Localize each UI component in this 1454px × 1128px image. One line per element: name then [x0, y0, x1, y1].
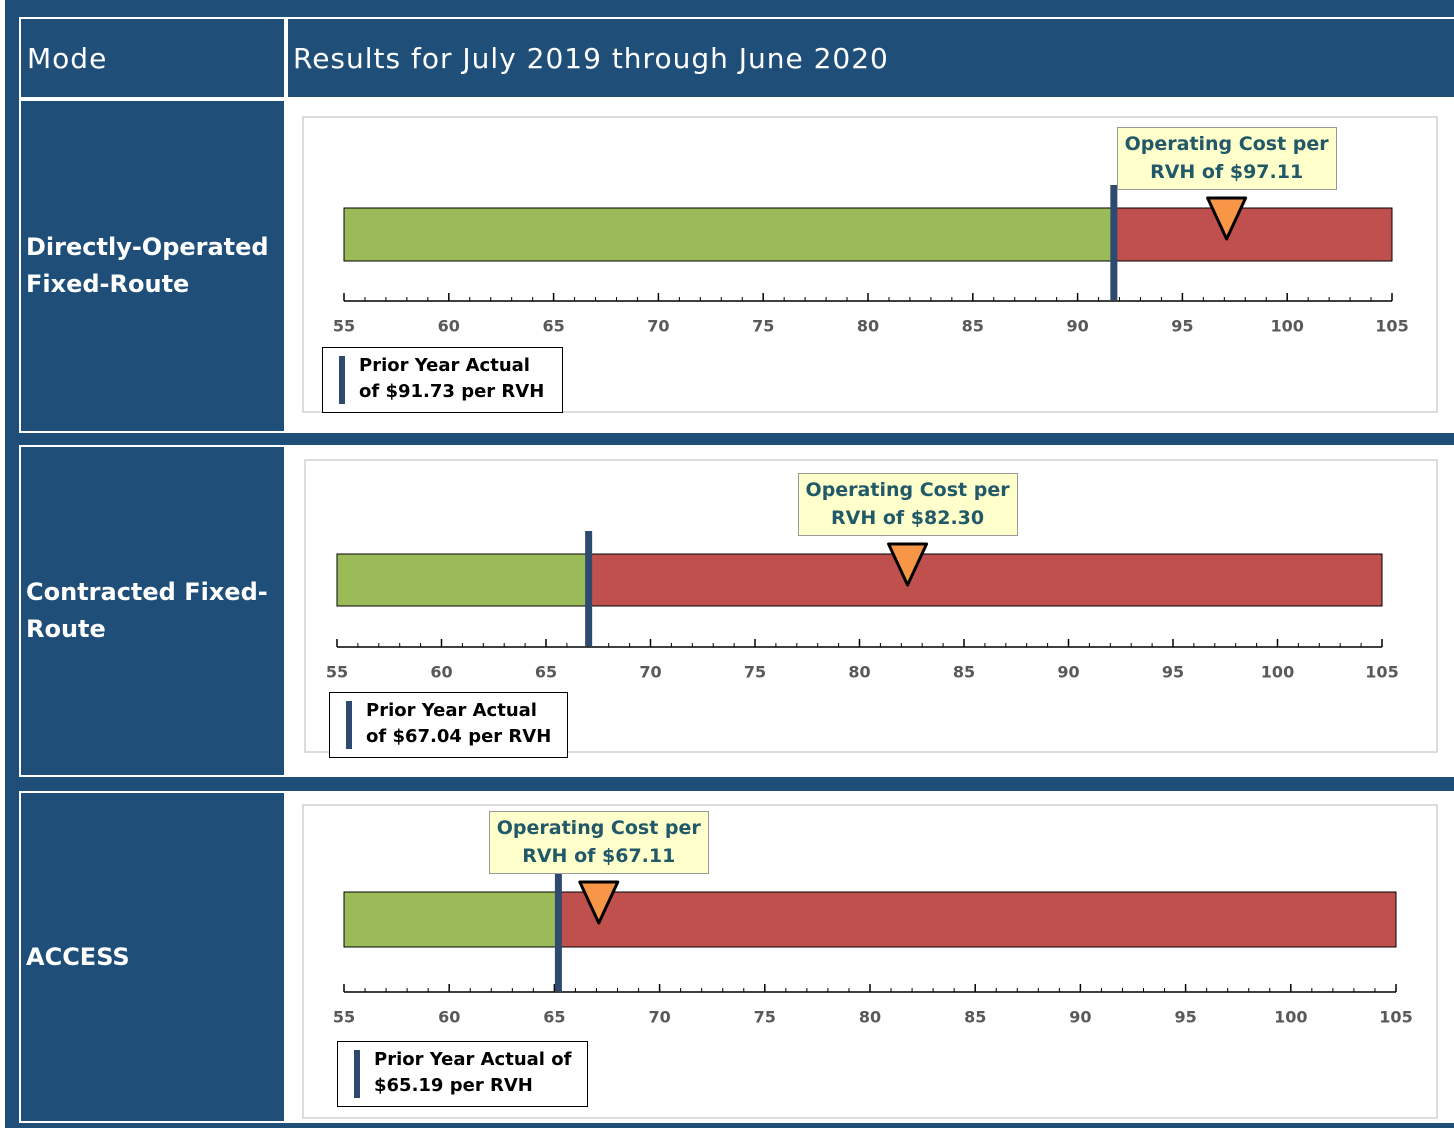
tick-label: 85: [964, 1008, 986, 1027]
tick-label: 90: [1066, 317, 1088, 336]
tick-label: 85: [962, 317, 984, 336]
left-cell: [19, 99, 286, 433]
tick-label: 100: [1261, 663, 1294, 682]
good-range: [343, 891, 559, 948]
legend-swatch: [346, 701, 352, 749]
tick-label: 105: [1365, 663, 1398, 682]
tick-label: 60: [438, 1008, 460, 1027]
tick-label: 80: [857, 317, 879, 336]
tick-label: 85: [953, 663, 975, 682]
target-line: [1110, 185, 1118, 300]
bad-range: [557, 891, 1397, 948]
tick-label: 95: [1174, 1008, 1196, 1027]
tick-label: 100: [1270, 317, 1303, 336]
header-mode: Mode: [27, 42, 108, 75]
actual-marker: [1206, 196, 1248, 241]
row-label: Contracted Fixed-Route: [26, 578, 268, 643]
left-cell: [19, 445, 286, 777]
tick-label: 55: [333, 1008, 355, 1027]
target-legend: Prior Year Actual of $65.19 per RVH: [337, 1041, 588, 1107]
tick-label: 75: [752, 317, 774, 336]
row-label: Directly-Operated Fixed-Route: [26, 233, 269, 298]
tick-label: 70: [647, 317, 669, 336]
tick-label: 75: [754, 1008, 776, 1027]
legend-swatch: [354, 1050, 360, 1098]
bad-range: [1113, 207, 1393, 262]
tick-label: 90: [1069, 1008, 1091, 1027]
tick-label: 105: [1375, 317, 1408, 336]
tick-label: 65: [542, 317, 564, 336]
tick-label: 105: [1379, 1008, 1412, 1027]
left-cell: [19, 791, 286, 1123]
tick-label: 80: [848, 663, 870, 682]
header-cell: [286, 17, 1454, 99]
tick-label: 90: [1057, 663, 1079, 682]
good-range: [336, 553, 590, 607]
tick-label: 65: [543, 1008, 565, 1027]
tick-label: 70: [639, 663, 661, 682]
tick-label: 70: [648, 1008, 670, 1027]
tick-label: 100: [1274, 1008, 1307, 1027]
target-line: [554, 869, 562, 991]
bad-range: [588, 553, 1383, 607]
actual-annotation: Operating Cost per RVH of $97.11: [1116, 127, 1337, 190]
tick-label: 95: [1171, 317, 1193, 336]
actual-annotation: Operating Cost per RVH of $82.30: [797, 473, 1018, 536]
tick-label: 60: [438, 317, 460, 336]
header-cell: [19, 17, 286, 99]
tick-label: 80: [859, 1008, 881, 1027]
actual-annotation: Operating Cost per RVH of $67.11: [488, 811, 709, 874]
tick-label: 65: [535, 663, 557, 682]
tick-label: 55: [326, 663, 348, 682]
header-results: Results for July 2019 through June 2020: [293, 42, 889, 75]
actual-marker: [887, 542, 929, 587]
target-legend: Prior Year Actual of $67.04 per RVH: [329, 692, 568, 758]
target-legend: Prior Year Actual of $91.73 per RVH: [322, 347, 563, 413]
actual-marker: [578, 880, 620, 925]
good-range: [343, 207, 1115, 262]
legend-swatch: [339, 356, 345, 404]
row-label: ACCESS: [26, 943, 130, 971]
tick-label: 60: [430, 663, 452, 682]
tick-label: 75: [744, 663, 766, 682]
tick-label: 55: [333, 317, 355, 336]
target-line: [585, 531, 593, 646]
tick-label: 95: [1162, 663, 1184, 682]
